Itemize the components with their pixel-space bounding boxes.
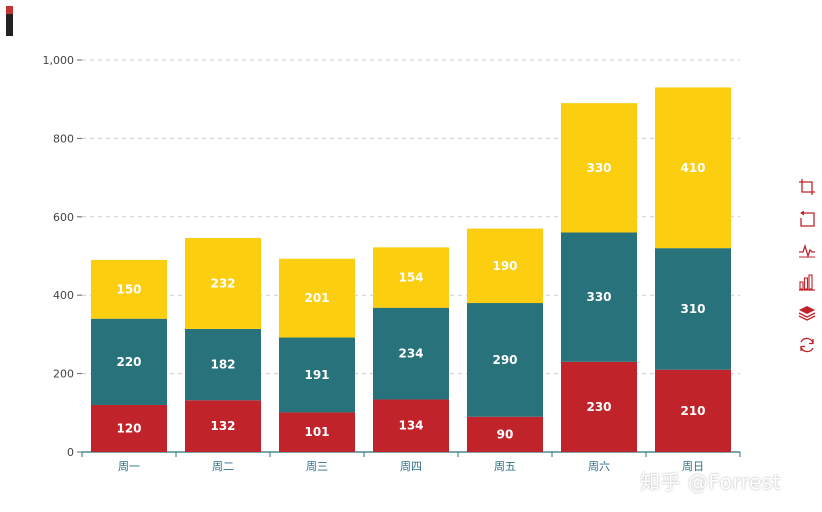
bar-value-label: 210 <box>680 404 705 418</box>
bar-segment[interactable] <box>561 103 637 233</box>
bar-segment[interactable] <box>91 318 167 405</box>
bar-value-label: 182 <box>210 358 235 372</box>
bar-value-label: 90 <box>497 427 514 441</box>
bar-value-label: 201 <box>304 291 329 305</box>
bar-value-label: 410 <box>680 161 705 175</box>
bar-segment[interactable] <box>561 232 637 362</box>
x-category-label: 周日 <box>682 460 704 473</box>
bar-value-label: 150 <box>116 282 141 296</box>
bar-value-label: 101 <box>304 425 329 439</box>
x-category-label: 周四 <box>400 460 422 473</box>
bar-segment[interactable] <box>279 337 355 413</box>
bar-value-label: 232 <box>210 276 235 290</box>
bar-value-label: 132 <box>210 419 235 433</box>
bar-segment[interactable] <box>185 328 261 401</box>
y-tick-label: 400 <box>53 289 74 302</box>
bar-value-label: 330 <box>586 290 611 304</box>
zoom-reset-icon[interactable] <box>798 210 816 228</box>
bar-value-label: 234 <box>398 347 423 361</box>
bar-value-label: 120 <box>116 421 141 435</box>
bar-segment[interactable] <box>467 303 543 417</box>
bar-value-label: 330 <box>586 161 611 175</box>
refresh-icon[interactable] <box>798 336 816 354</box>
y-tick-label: 0 <box>67 446 74 459</box>
x-category-label: 周一 <box>118 460 140 473</box>
bar-segment[interactable] <box>373 247 449 308</box>
bar-value-label: 154 <box>398 271 423 285</box>
bar-segment[interactable] <box>561 361 637 452</box>
line-chart-icon[interactable] <box>798 241 816 259</box>
bar-segment[interactable] <box>279 258 355 338</box>
bar-segment[interactable] <box>467 228 543 304</box>
x-category-label: 周六 <box>588 460 610 473</box>
bar-segment[interactable] <box>655 369 731 452</box>
legend-marker <box>6 6 13 36</box>
x-category-label: 周三 <box>306 460 328 473</box>
bar-value-label: 230 <box>586 400 611 414</box>
stack-icon[interactable] <box>798 304 816 322</box>
y-tick-label: 1,000 <box>43 54 75 67</box>
bar-segment[interactable] <box>373 399 449 452</box>
bar-segment[interactable] <box>185 400 261 452</box>
bar-chart-icon[interactable] <box>798 273 816 291</box>
y-tick-label: 800 <box>53 132 74 145</box>
bar-segment[interactable] <box>467 416 543 452</box>
bar-value-label: 134 <box>398 419 423 433</box>
bar-segment[interactable] <box>655 248 731 370</box>
bar-segment[interactable] <box>91 259 167 319</box>
bar-segment[interactable] <box>279 412 355 452</box>
bar-segment[interactable] <box>91 404 167 452</box>
y-tick-label: 200 <box>53 368 74 381</box>
bar-segment[interactable] <box>373 307 449 400</box>
bar-value-label: 290 <box>492 353 517 367</box>
bar-value-label: 191 <box>304 368 329 382</box>
bar-value-label: 190 <box>492 259 517 273</box>
bar-segment[interactable] <box>185 237 261 329</box>
bar-value-label: 220 <box>116 355 141 369</box>
bar-value-label: 310 <box>680 302 705 316</box>
x-category-label: 周五 <box>494 460 516 473</box>
bar-segment[interactable] <box>655 87 731 249</box>
watermark: 知乎 @Forrest <box>640 470 782 494</box>
y-tick-label: 600 <box>53 211 74 224</box>
toolbox <box>798 178 818 368</box>
crop-zoom-icon[interactable] <box>798 178 816 196</box>
x-category-label: 周二 <box>212 460 234 473</box>
